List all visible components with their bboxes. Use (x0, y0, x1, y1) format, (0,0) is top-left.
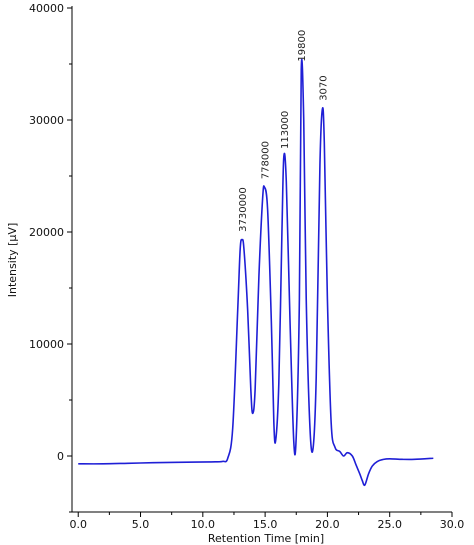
y-tick-label: 0 (57, 450, 64, 463)
x-tick-label: 20.0 (315, 518, 340, 531)
x-tick-label: 0.0 (69, 518, 87, 531)
x-tick-label: 30.0 (440, 518, 465, 531)
chromatogram-series-line (78, 58, 434, 487)
y-tick-label: 20000 (29, 226, 64, 239)
peak-annotation: 3730000 (238, 187, 249, 232)
peak-annotation: 3070 (318, 75, 329, 100)
x-tick-label: 15.0 (253, 518, 278, 531)
y-axis-title: Intensity [µV] (6, 223, 19, 297)
y-tick-label: 40000 (29, 2, 64, 15)
peak-annotation: 19800 (297, 30, 308, 62)
x-tick-label: 5.0 (132, 518, 150, 531)
axes-layer: 0 10000 20000 30000 40000 0.0 5.0 10.0 15.0 20.0 2… (6, 2, 464, 545)
y-tick-label: 30000 (29, 114, 64, 127)
y-tick-label: 10000 (29, 338, 64, 351)
x-axis-title: Retention Time [min] (208, 532, 324, 545)
label-layer: 3730000 778000 113000 19800 3070 (238, 30, 329, 232)
x-tick-label: 25.0 (377, 518, 402, 531)
peak-annotation: 778000 (260, 141, 271, 179)
plot-layer (78, 58, 434, 487)
peak-annotation: 113000 (280, 111, 291, 149)
x-tick-label: 10.0 (191, 518, 216, 531)
